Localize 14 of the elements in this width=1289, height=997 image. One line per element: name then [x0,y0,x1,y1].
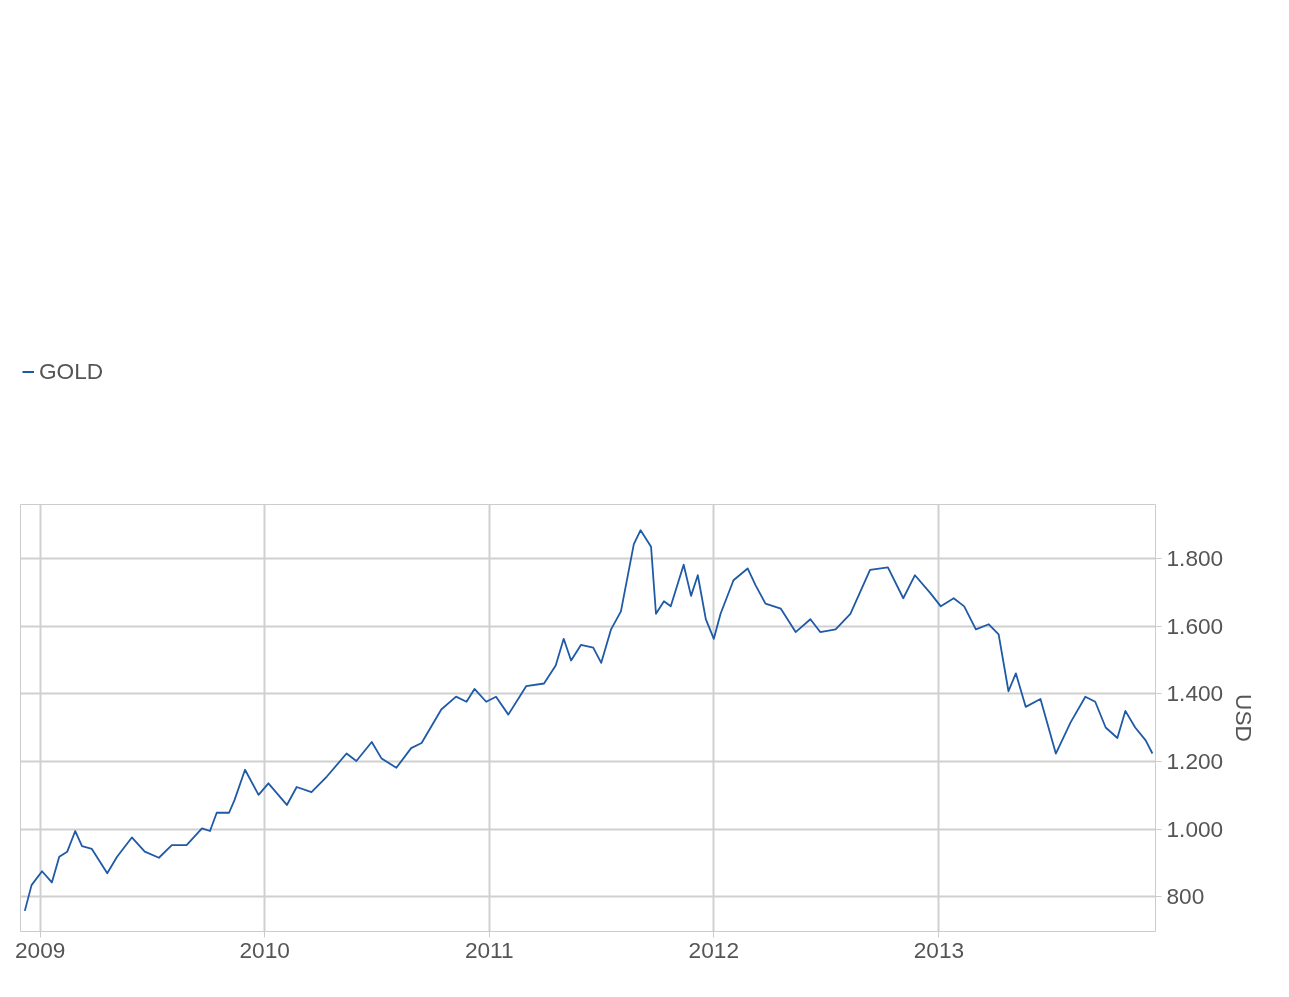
y-axis-title: USD [1231,694,1258,742]
y-tick-label: 1.600 [1166,612,1224,639]
x-tick-label: 2013 [913,936,965,963]
legend-label: GOLD [39,357,104,385]
y-tick-label: 1.400 [1166,680,1224,707]
x-tick-label: 2012 [688,936,740,963]
x-tick-label: 2011 [464,936,514,963]
x-tick-label: 2010 [239,936,290,963]
line-series [23,529,1154,912]
y-tick-label: 1.200 [1166,748,1224,775]
y-tick-label: 1.000 [1166,815,1224,842]
x-tick-label: 2009 [14,936,66,963]
y-tick-label: 1.800 [1166,545,1224,572]
y-tick-label: 800 [1166,883,1205,910]
